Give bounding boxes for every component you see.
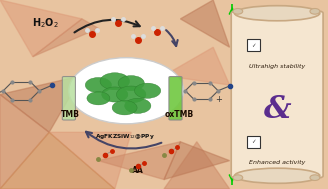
- Text: ✓: ✓: [251, 139, 256, 144]
- Text: AgFKZSiW$_{12}$@PPy: AgFKZSiW$_{12}$@PPy: [95, 132, 154, 141]
- Text: H$_2$O$_2$: H$_2$O$_2$: [32, 16, 59, 30]
- Circle shape: [118, 76, 144, 91]
- Text: ✓: ✓: [251, 43, 256, 48]
- Text: AA: AA: [132, 166, 144, 175]
- Circle shape: [310, 175, 320, 180]
- Circle shape: [310, 9, 320, 14]
- Polygon shape: [49, 132, 131, 189]
- FancyBboxPatch shape: [169, 77, 182, 120]
- Circle shape: [134, 83, 161, 98]
- Polygon shape: [164, 142, 230, 189]
- Circle shape: [233, 175, 243, 180]
- Circle shape: [112, 101, 137, 115]
- Text: TMB: TMB: [61, 110, 80, 119]
- Circle shape: [233, 9, 243, 14]
- Text: &: &: [263, 94, 291, 125]
- Text: Enhanced activity: Enhanced activity: [249, 160, 305, 165]
- Ellipse shape: [235, 6, 320, 21]
- Text: Ultrahigh stability: Ultrahigh stability: [249, 64, 305, 69]
- Circle shape: [69, 58, 184, 124]
- Ellipse shape: [235, 168, 320, 183]
- FancyBboxPatch shape: [62, 77, 75, 120]
- Circle shape: [87, 92, 110, 105]
- Polygon shape: [0, 0, 82, 57]
- Polygon shape: [0, 94, 49, 189]
- Polygon shape: [180, 0, 230, 47]
- Circle shape: [116, 86, 146, 103]
- Text: +: +: [215, 95, 222, 104]
- Polygon shape: [33, 19, 98, 57]
- FancyBboxPatch shape: [247, 136, 260, 148]
- Circle shape: [85, 77, 112, 93]
- Polygon shape: [98, 142, 180, 180]
- FancyBboxPatch shape: [247, 39, 260, 51]
- Polygon shape: [0, 76, 82, 132]
- Polygon shape: [164, 142, 230, 180]
- Polygon shape: [0, 132, 115, 189]
- FancyBboxPatch shape: [231, 11, 323, 178]
- Circle shape: [100, 73, 130, 90]
- Circle shape: [125, 98, 151, 113]
- Polygon shape: [164, 47, 230, 85]
- Circle shape: [102, 87, 128, 102]
- Text: oxTMB: oxTMB: [164, 110, 193, 119]
